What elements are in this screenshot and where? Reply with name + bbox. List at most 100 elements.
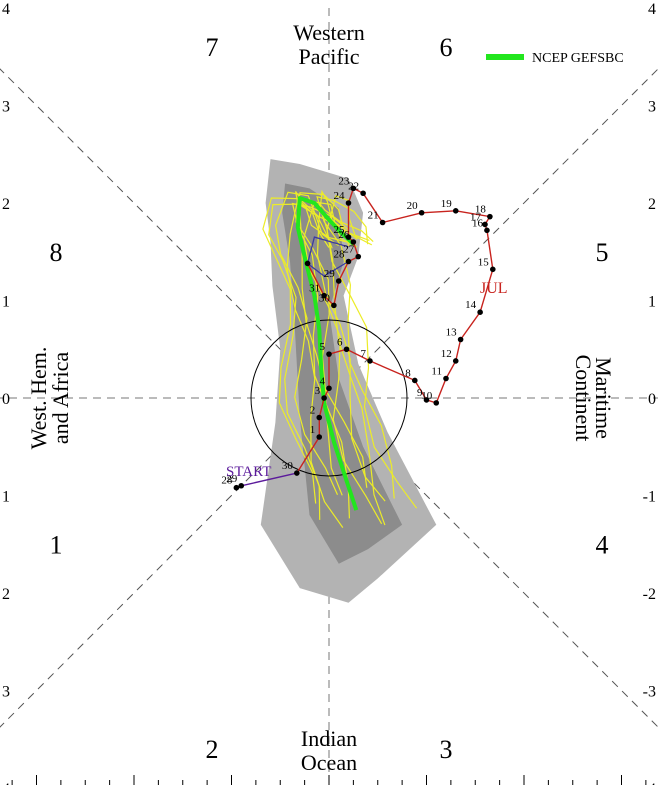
right-tick-label-6: -2 bbox=[643, 586, 656, 603]
day-label-5: 3 bbox=[315, 385, 321, 397]
day-label-23: 21 bbox=[368, 210, 379, 222]
forecast-mean-line bbox=[295, 196, 359, 511]
day-label-12: 10 bbox=[421, 390, 433, 402]
observed-marker-9 bbox=[367, 358, 373, 364]
month-label: JUL bbox=[480, 280, 508, 297]
phase-number-7: 7 bbox=[206, 33, 219, 62]
observed-marker-29 bbox=[355, 253, 362, 260]
left-tick-label-0: 4 bbox=[2, 1, 10, 18]
observed-marker-10 bbox=[412, 377, 418, 384]
day-label-13: 11 bbox=[431, 366, 442, 378]
day-label-3: 1 bbox=[310, 424, 316, 436]
day-label-25: 23 bbox=[338, 175, 350, 187]
right-tick-label-5: -1 bbox=[643, 489, 656, 506]
right-tick-label-7: -3 bbox=[643, 684, 656, 701]
right-region-label-line2: Continent bbox=[571, 355, 596, 442]
day-label-29: 27 bbox=[343, 244, 355, 256]
right-tick-label-3: 1 bbox=[648, 294, 656, 311]
left-region-label: West. Hem. and Africa bbox=[26, 347, 73, 450]
right-region-label-line1: Maritime bbox=[591, 357, 616, 439]
right-region-label: Maritime Continent bbox=[571, 355, 616, 442]
right-tick-label-4: 0 bbox=[648, 391, 656, 408]
observed-marker-26 bbox=[345, 200, 352, 206]
observed-marker-32 bbox=[331, 302, 337, 309]
day-label-32: 30 bbox=[319, 292, 331, 304]
observed-marker-20 bbox=[487, 213, 493, 220]
day-label-31: 29 bbox=[324, 268, 336, 280]
day-label-16: 14 bbox=[465, 299, 477, 311]
ensemble-member-5 bbox=[291, 202, 354, 519]
ensemble-member-6 bbox=[295, 192, 368, 488]
phase-number-5: 5 bbox=[596, 238, 609, 267]
observed-marker-8 bbox=[343, 346, 350, 353]
day-label-33: 31 bbox=[309, 283, 320, 295]
observed-marker-30 bbox=[345, 258, 352, 265]
ensemble-member-11 bbox=[262, 197, 330, 504]
phase-number-4: 4 bbox=[596, 530, 609, 559]
observed-marker-7 bbox=[326, 351, 332, 357]
observed-marker-25 bbox=[350, 185, 357, 192]
day-label-15: 13 bbox=[446, 327, 458, 339]
day-label-6: 4 bbox=[320, 375, 326, 387]
day-label-0: 28 bbox=[221, 475, 233, 487]
day-label-11: 9 bbox=[417, 387, 423, 399]
ensemble-member-7 bbox=[303, 201, 383, 525]
day-label-10: 8 bbox=[405, 367, 411, 379]
day-label-26: 24 bbox=[334, 190, 346, 202]
phase-number-1: 1 bbox=[50, 530, 63, 559]
legend-label: NCEP GEFSBC bbox=[532, 51, 624, 66]
left-tick-label-4: 0 bbox=[2, 391, 10, 408]
day-label-9: 7 bbox=[360, 348, 366, 360]
start-label: START bbox=[226, 464, 271, 480]
day-label-8: 6 bbox=[337, 336, 343, 348]
observed-marker-6 bbox=[326, 385, 332, 392]
observed-marker-34 bbox=[304, 260, 311, 267]
bottom-region-label-line1: Indian bbox=[301, 726, 357, 751]
day-label-20: 18 bbox=[475, 204, 487, 216]
observed-marker-24 bbox=[360, 190, 366, 197]
observed-marker-28 bbox=[350, 239, 357, 245]
observed-marker-23 bbox=[379, 219, 386, 226]
observed-marker-31 bbox=[335, 278, 342, 284]
left-tick-label-8: 4 bbox=[2, 781, 10, 785]
phase-number-6: 6 bbox=[440, 33, 453, 62]
day-label-19: 17 bbox=[470, 211, 482, 223]
phase-number-2: 2 bbox=[206, 735, 219, 764]
observed-marker-15 bbox=[457, 336, 464, 343]
observed-marker-33 bbox=[321, 292, 327, 299]
top-region-label-line2: Pacific bbox=[298, 44, 359, 69]
top-region-label-line1: Western bbox=[293, 20, 365, 45]
ensemble-member-9 bbox=[318, 202, 386, 526]
observed-marker-17 bbox=[490, 266, 496, 273]
phase-number-8: 8 bbox=[50, 238, 63, 267]
left-tick-label-7: 3 bbox=[2, 684, 10, 701]
right-tick-label-2: 2 bbox=[648, 196, 656, 213]
day-label-21: 19 bbox=[441, 198, 453, 210]
left-region-label-line2: and Africa bbox=[48, 352, 73, 444]
left-region-label-line1: West. Hem. bbox=[26, 347, 51, 450]
day-label-28: 26 bbox=[338, 229, 350, 241]
observed-marker-27 bbox=[345, 234, 352, 240]
right-tick-label-8: -4 bbox=[643, 781, 656, 785]
day-label-22: 20 bbox=[407, 200, 419, 212]
observed-marker-21 bbox=[452, 208, 459, 214]
unit-circle bbox=[250, 319, 408, 477]
ensemble-member-12 bbox=[326, 195, 418, 509]
day-label-14: 12 bbox=[441, 348, 452, 360]
ensemble-member-2 bbox=[274, 191, 339, 495]
observed-marker-0 bbox=[233, 484, 240, 491]
day-label-4: 2 bbox=[310, 405, 316, 417]
observed-marker-4 bbox=[316, 414, 323, 421]
observed-marker-22 bbox=[418, 209, 425, 216]
day-label-27: 25 bbox=[334, 224, 346, 236]
ensemble-member-10 bbox=[316, 196, 395, 499]
left-tick-label-2: 2 bbox=[2, 196, 10, 213]
observed-marker-1 bbox=[238, 482, 245, 489]
observed-marker-14 bbox=[452, 358, 459, 364]
right-tick-label-1: 3 bbox=[648, 99, 656, 116]
observed-marker-16 bbox=[477, 309, 483, 316]
axis-center-lines bbox=[0, 8, 658, 785]
